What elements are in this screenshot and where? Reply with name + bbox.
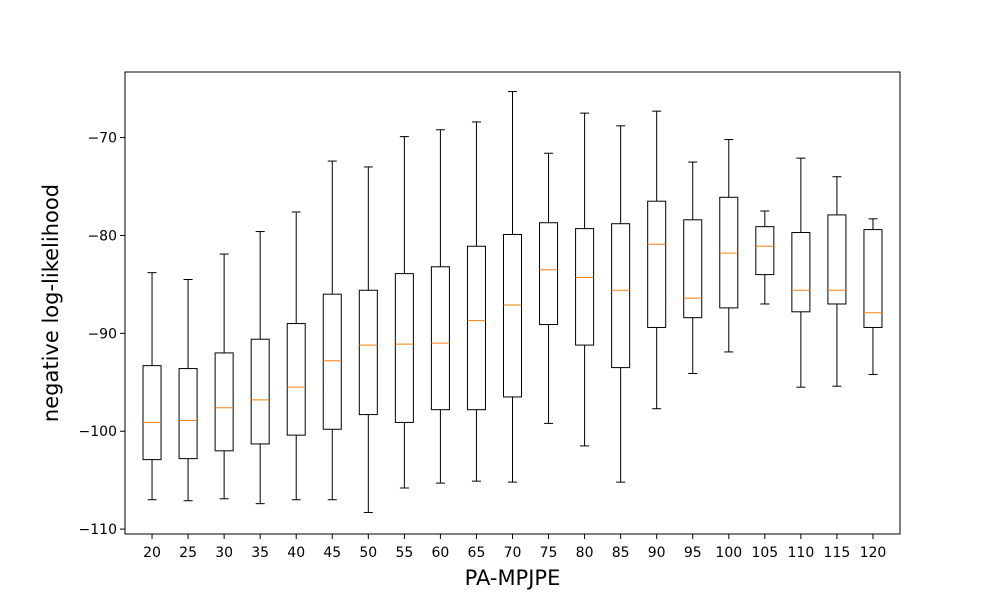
- iqr-box: [394, 273, 414, 423]
- y-tick-label: −90: [87, 326, 117, 342]
- x-tick-label: 20: [143, 545, 161, 561]
- boxplot-120: [863, 218, 883, 375]
- x-tick-label: 85: [612, 545, 630, 561]
- iqr-box: [214, 352, 234, 452]
- x-tick-label: 110: [788, 545, 815, 561]
- box-series: [142, 91, 883, 513]
- iqr-box: [322, 293, 342, 430]
- iqr-box: [647, 200, 667, 328]
- boxplot-90: [647, 110, 667, 410]
- boxplot-100: [719, 139, 739, 353]
- x-tick-label: 115: [824, 545, 851, 561]
- x-axis-label: PA-MPJPE: [465, 566, 561, 590]
- boxplot-45: [322, 160, 342, 501]
- y-tick-label: −100: [79, 424, 117, 440]
- plot-area-frame: [124, 71, 901, 535]
- iqr-box: [827, 214, 847, 305]
- boxplot-60: [430, 129, 450, 484]
- boxplot-40: [286, 211, 306, 501]
- boxplot-105: [755, 210, 775, 305]
- x-tick-label: 55: [395, 545, 413, 561]
- iqr-box: [575, 228, 595, 346]
- iqr-box: [466, 245, 486, 411]
- boxplot-95: [683, 161, 703, 374]
- boxplot-55: [394, 136, 414, 489]
- y-axis-ticks: −110 −100 −90 −80 −70: [79, 131, 125, 538]
- y-tick-label: −80: [87, 228, 117, 244]
- iqr-box: [178, 368, 198, 460]
- x-tick-label: 45: [323, 545, 341, 561]
- x-tick-label: 75: [540, 545, 558, 561]
- boxplot-115: [827, 176, 847, 387]
- boxplot-85: [611, 125, 631, 483]
- boxplot-35: [250, 231, 270, 505]
- x-tick-label: 50: [359, 545, 377, 561]
- iqr-box: [791, 232, 811, 313]
- iqr-box: [286, 323, 306, 436]
- iqr-box: [863, 229, 883, 328]
- boxplot-75: [539, 152, 559, 424]
- x-tick-label: 95: [684, 545, 702, 561]
- iqr-box: [358, 289, 378, 416]
- boxplot-65: [466, 121, 486, 482]
- boxplot-50: [358, 166, 378, 513]
- iqr-box: [539, 222, 559, 326]
- iqr-box: [502, 233, 523, 398]
- iqr-box: [142, 365, 162, 461]
- iqr-box: [755, 226, 775, 276]
- boxplot-20: [142, 272, 162, 501]
- x-tick-label: 60: [431, 545, 449, 561]
- x-tick-label: 100: [715, 545, 742, 561]
- x-tick-label: 25: [179, 545, 197, 561]
- iqr-box: [611, 223, 631, 369]
- iqr-box: [250, 338, 270, 445]
- boxplot-30: [214, 253, 234, 500]
- x-axis-ticks: 20 25 30 35 40 45 50 55 60 65 70 75 80 85 90 95 100 105 11…: [143, 534, 886, 561]
- iqr-box: [683, 219, 703, 319]
- y-tick-label: −110: [79, 522, 117, 538]
- y-axis-label: negative log-likelihood: [39, 184, 63, 422]
- x-tick-label: 120: [860, 545, 887, 561]
- x-tick-label: 30: [215, 545, 233, 561]
- x-tick-label: 70: [504, 545, 522, 561]
- x-tick-label: 105: [751, 545, 778, 561]
- boxplot-80: [575, 112, 595, 447]
- boxplot-25: [178, 279, 198, 502]
- x-tick-label: 65: [468, 545, 486, 561]
- y-tick-label: −70: [87, 131, 117, 147]
- x-tick-label: 90: [648, 545, 666, 561]
- boxplot-70: [502, 91, 523, 483]
- x-tick-label: 40: [287, 545, 305, 561]
- x-tick-label: 35: [251, 545, 269, 561]
- x-tick-label: 80: [576, 545, 594, 561]
- iqr-box: [430, 266, 450, 411]
- boxplot-110: [791, 157, 811, 388]
